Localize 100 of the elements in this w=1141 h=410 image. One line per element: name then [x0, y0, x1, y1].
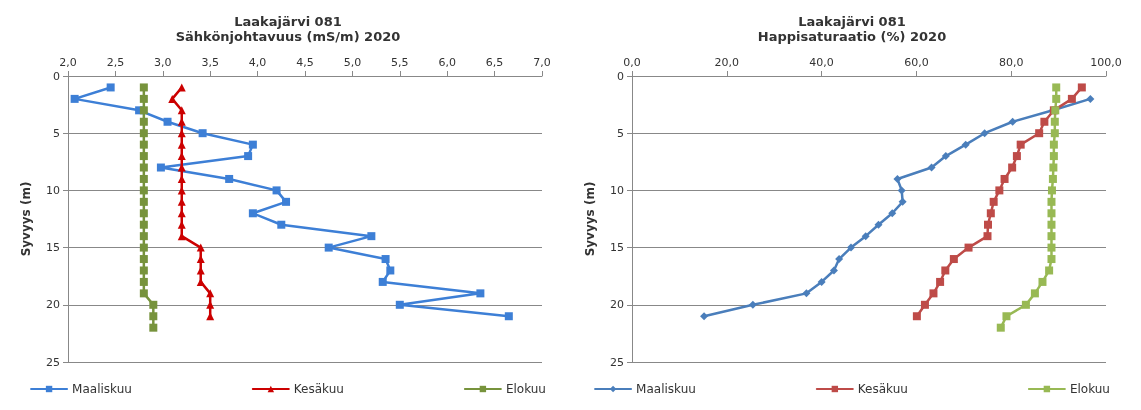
legend-label: Maaliskuu [72, 382, 132, 396]
point [139, 140, 148, 149]
y-tick-label: 5 [53, 126, 60, 140]
point [1047, 255, 1056, 264]
x-tick-label: 3,5 [201, 56, 219, 69]
point [995, 186, 1004, 195]
point [248, 140, 257, 149]
point [1047, 186, 1056, 195]
point [139, 220, 148, 229]
point [996, 323, 1005, 332]
point [1008, 163, 1017, 172]
point [139, 209, 148, 218]
point [1052, 83, 1061, 92]
x-tick-label: 2,5 [106, 56, 125, 69]
legend-label: Kesäkuu [857, 382, 908, 396]
point [961, 140, 970, 149]
point [139, 106, 148, 115]
point [1047, 220, 1056, 229]
point [700, 312, 709, 321]
y-tick-label: 15 [610, 241, 624, 255]
legend-label: Elokuu [1069, 382, 1110, 396]
legend-label: Elokuu [505, 382, 546, 396]
point [324, 243, 333, 252]
point [989, 197, 998, 206]
point [139, 129, 148, 138]
point [367, 232, 376, 241]
x-tick-label: 2,0 [59, 56, 77, 69]
point [835, 255, 844, 264]
x-tick-label: 5,5 [391, 56, 409, 69]
point [1086, 94, 1095, 103]
y-tick-label: 10 [610, 183, 624, 197]
point [929, 289, 938, 298]
point [149, 312, 158, 321]
point [139, 117, 148, 126]
point [983, 220, 992, 229]
point [949, 255, 958, 264]
point [163, 117, 172, 126]
point [1002, 312, 1011, 321]
point [1047, 197, 1056, 206]
y-tick-label: 0 [53, 69, 60, 83]
point [139, 289, 148, 298]
x-tick-label: 20,0 [714, 56, 740, 69]
point [1000, 174, 1009, 183]
point [1050, 129, 1059, 138]
point [1016, 140, 1025, 149]
point [912, 312, 921, 321]
point [1047, 209, 1056, 218]
point [1045, 266, 1054, 275]
y-axis-title: Syvyys (m) [19, 181, 33, 257]
point [920, 300, 929, 309]
point [139, 186, 148, 195]
point [1050, 117, 1059, 126]
x-tick-label: 4,5 [296, 56, 314, 69]
point [1038, 277, 1047, 286]
point [1048, 174, 1057, 183]
point [139, 277, 148, 286]
point [272, 186, 281, 195]
point [139, 174, 148, 183]
point [198, 129, 207, 138]
point [802, 289, 811, 298]
y-tick-label: 0 [617, 69, 624, 83]
legend-label: Kesäkuu [293, 382, 344, 396]
point [139, 243, 148, 252]
point [139, 94, 148, 103]
point [378, 277, 387, 286]
point [149, 323, 158, 332]
point [1049, 163, 1058, 172]
point [1049, 140, 1058, 149]
x-tick-label: 3,0 [154, 56, 172, 69]
point [139, 83, 148, 92]
point [1049, 152, 1058, 161]
chart-subtitle: Happisaturaatio (%) 2020 [757, 29, 947, 44]
point [829, 266, 838, 275]
chart-title: Laakajärvi 081 [234, 14, 342, 29]
point [106, 83, 115, 92]
point [748, 300, 757, 309]
point [248, 209, 257, 218]
point [1077, 83, 1086, 92]
point [1030, 289, 1039, 298]
y-tick-label: 20 [46, 298, 60, 312]
point [1035, 129, 1044, 138]
point [244, 152, 253, 161]
point [893, 174, 902, 183]
point [139, 163, 148, 172]
point [983, 232, 992, 241]
point [1047, 232, 1056, 241]
point [386, 266, 395, 275]
point [395, 300, 404, 309]
x-tick-label: 0,0 [623, 56, 641, 69]
legend-label: Maaliskuu [636, 382, 696, 396]
point [139, 255, 148, 264]
point [1012, 152, 1021, 161]
point [898, 197, 907, 206]
point [1040, 117, 1049, 126]
point [861, 232, 870, 241]
point [936, 277, 945, 286]
y-tick-label: 20 [610, 298, 624, 312]
point [504, 312, 513, 321]
point [1047, 243, 1056, 252]
point [964, 243, 973, 252]
